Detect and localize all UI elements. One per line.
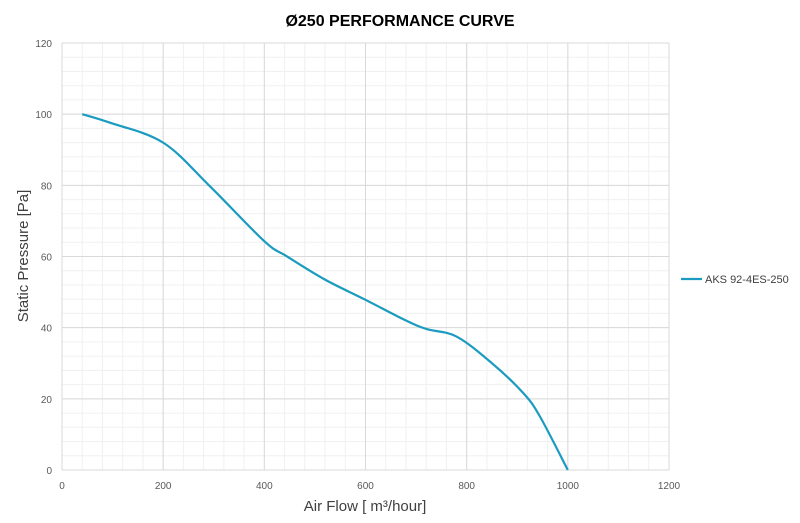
chart-title: Ø250 PERFORMANCE CURVE <box>285 13 514 30</box>
x-tick-label: 200 <box>155 481 172 492</box>
x-tick-label: 1000 <box>557 481 580 492</box>
x-tick-label: 800 <box>458 481 475 492</box>
legend: AKS 92-4ES-250 <box>681 274 789 286</box>
y-tick-label: 80 <box>41 181 53 192</box>
series-line <box>81 113 569 471</box>
x-axis-label: Air Flow [ m³/hour] <box>304 498 427 515</box>
x-tick-label: 400 <box>256 481 273 492</box>
y-axis-label: Static Pressure [Pa] <box>15 190 32 323</box>
x-axis: 0 200 400 600 800 1000 1200 <box>59 481 680 492</box>
legend-label: AKS 92-4ES-250 <box>705 274 789 286</box>
y-tick-label: 60 <box>41 253 53 264</box>
x-tick-label: 600 <box>357 481 374 492</box>
x-tick-label: 0 <box>59 481 65 492</box>
y-tick-label: 40 <box>41 324 53 335</box>
y-axis: 0 20 40 60 80 100 120 <box>35 39 52 477</box>
y-tick-label: 120 <box>35 39 52 50</box>
grid <box>61 42 670 471</box>
y-tick-label: 0 <box>46 466 52 477</box>
x-tick-label: 1200 <box>658 481 681 492</box>
y-tick-label: 100 <box>35 110 52 121</box>
y-tick-label: 20 <box>41 395 53 406</box>
